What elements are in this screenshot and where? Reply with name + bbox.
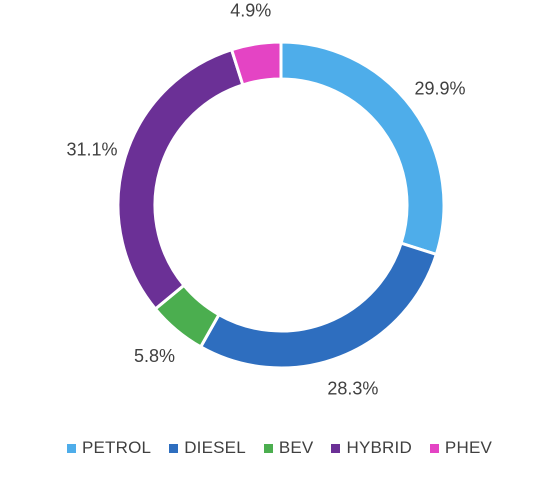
legend-label-diesel: DIESEL bbox=[184, 438, 246, 457]
legend-item-petrol: PETROL bbox=[66, 438, 152, 458]
legend-label-phev: PHEV bbox=[444, 438, 493, 457]
legend-swatch-diesel bbox=[169, 443, 179, 453]
legend-swatch-bev bbox=[263, 443, 273, 453]
legend-item-bev: BEV bbox=[263, 438, 314, 458]
slice-hybrid bbox=[116, 48, 245, 311]
data-label-phev: 4.9% bbox=[230, 0, 271, 20]
legend-item-phev: PHEV bbox=[429, 438, 493, 458]
legend: PETROL DIESEL BEV HYBRID PHEV bbox=[0, 436, 559, 460]
slices-layer bbox=[116, 40, 446, 370]
legend-label-hybrid: HYBRID bbox=[346, 438, 412, 457]
slice-diesel bbox=[199, 241, 438, 370]
legend-swatch-phev bbox=[429, 443, 439, 453]
data-label-diesel: 28.3% bbox=[327, 378, 378, 398]
legend-label-bev: BEV bbox=[278, 438, 314, 457]
legend-item-hybrid: HYBRID bbox=[331, 438, 412, 458]
data-label-bev: 5.8% bbox=[134, 346, 175, 366]
legend-label-petrol: PETROL bbox=[81, 438, 152, 457]
legend-item-diesel: DIESEL bbox=[169, 438, 246, 458]
legend-swatch-hybrid bbox=[331, 443, 341, 453]
legend-swatch-petrol bbox=[66, 443, 76, 453]
labels-layer: 29.9% 28.3% 5.8% 31.1% 4.9% bbox=[66, 0, 465, 398]
data-label-petrol: 29.9% bbox=[414, 79, 465, 99]
slice-phev bbox=[230, 40, 283, 87]
slice-petrol bbox=[279, 40, 446, 256]
data-label-hybrid: 31.1% bbox=[66, 139, 117, 159]
